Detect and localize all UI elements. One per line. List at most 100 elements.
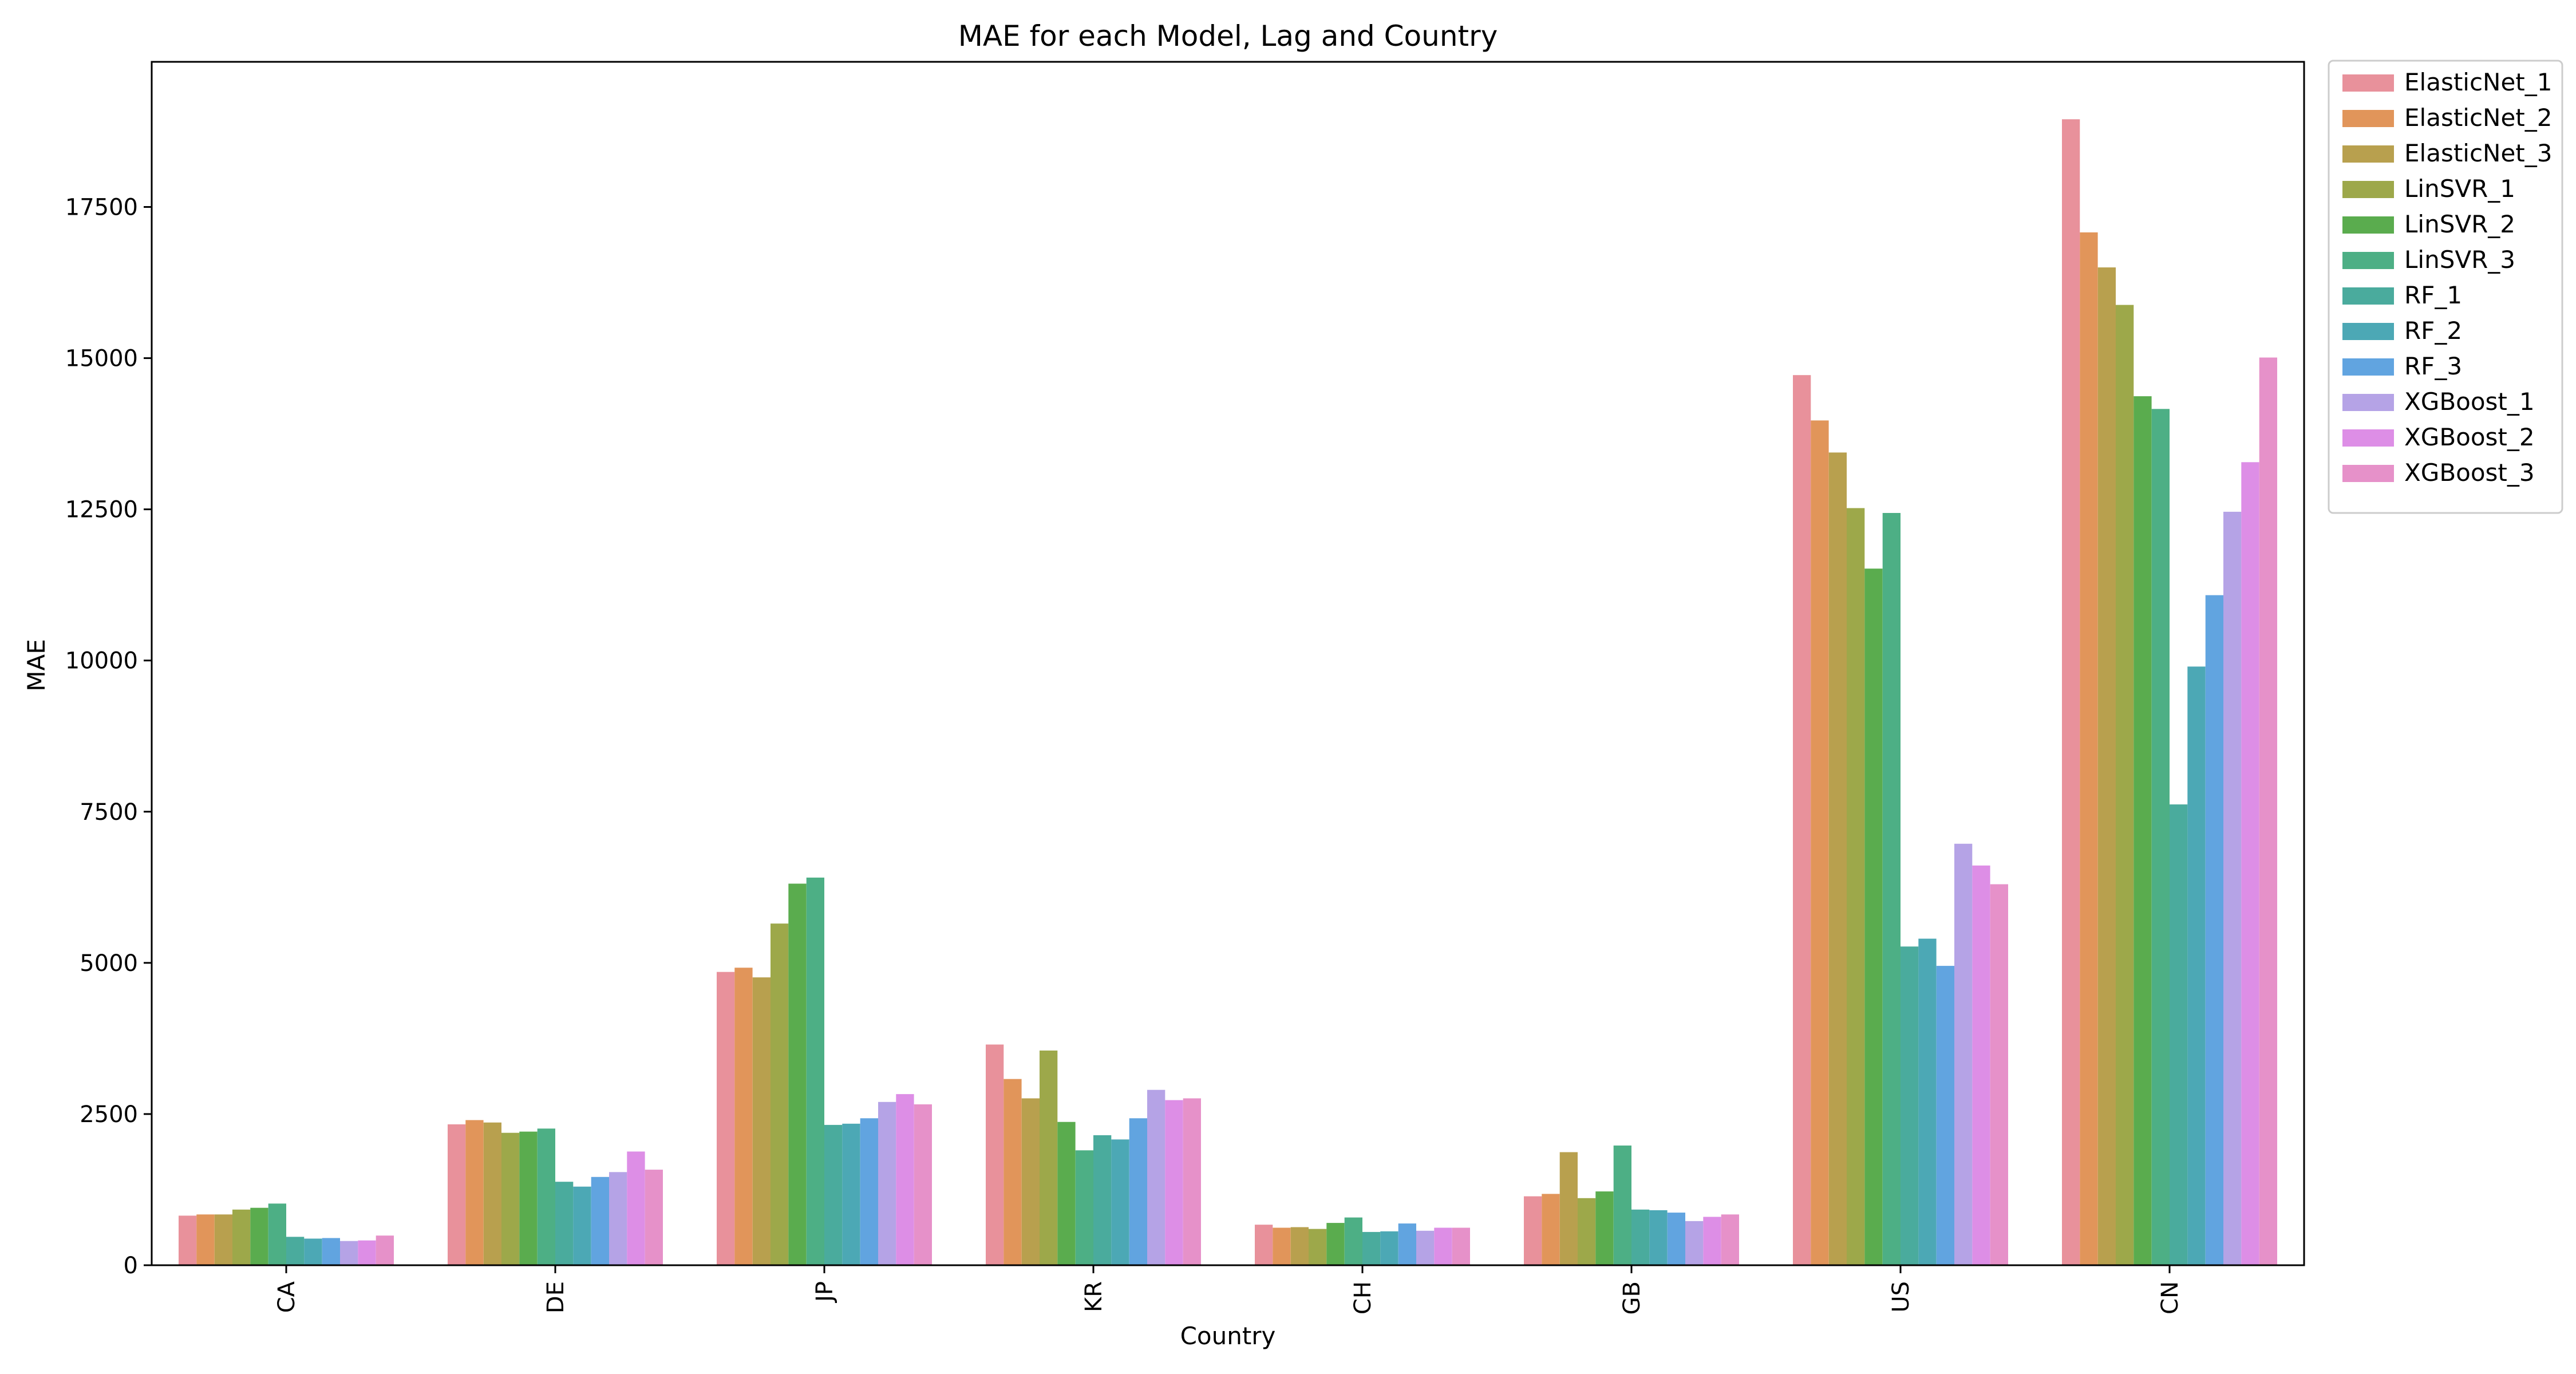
bar-ElasticNet_3-CN — [2097, 267, 2116, 1266]
bar-RF_1-JP — [824, 1124, 843, 1265]
bar-RF_3-JP — [860, 1118, 878, 1265]
bar-RF_3-US — [1936, 966, 1954, 1265]
bar-RF_1-CH — [1362, 1231, 1381, 1265]
legend-label-RF_1: RF_1 — [2404, 281, 2462, 309]
bar-RF_2-DE — [573, 1186, 591, 1265]
legend-label-RF_2: RF_2 — [2404, 317, 2462, 345]
bar-LinSVR_3-JP — [806, 877, 824, 1265]
legend-label-ElasticNet_3: ElasticNet_3 — [2404, 139, 2553, 167]
bar-ElasticNet_1-CH — [1255, 1225, 1273, 1265]
legend: ElasticNet_1 ElasticNet_2 ElasticNet_3 LinS… — [2328, 60, 2563, 514]
legend-label-LinSVR_3: LinSVR_3 — [2404, 246, 2515, 274]
bar-LinSVR_2-KR — [1057, 1122, 1076, 1265]
bar-XGBoost_2-US — [1972, 865, 1990, 1265]
bar-LinSVR_2-GB — [1595, 1191, 1614, 1265]
bar-RF_3-CH — [1398, 1223, 1416, 1265]
bar-ElasticNet_1-CA — [179, 1215, 197, 1265]
bar-RF_3-GB — [1667, 1213, 1685, 1265]
bar-XGBoost_2-JP — [896, 1094, 914, 1265]
bar-RF_2-CN — [2187, 666, 2206, 1265]
bar-XGBoost_1-CA — [340, 1241, 358, 1265]
bar-XGBoost_2-CA — [358, 1240, 376, 1265]
x-tick-label-DE: DE — [543, 1281, 569, 1313]
bar-LinSVR_3-KR — [1075, 1150, 1093, 1265]
bar-XGBoost_2-DE — [627, 1151, 645, 1265]
bar-XGBoost_3-GB — [1721, 1214, 1739, 1265]
bar-ElasticNet_3-GB — [1559, 1152, 1578, 1265]
x-tick-label-CA: CA — [274, 1281, 300, 1313]
bar-RF_1-CN — [2170, 804, 2188, 1265]
x-tick-label-CN: CN — [2157, 1281, 2183, 1314]
y-tick-label: 17500 — [65, 195, 138, 221]
legend-swatch-RF_2 — [2342, 323, 2394, 340]
bar-ElasticNet_3-JP — [752, 977, 771, 1265]
bar-XGBoost_2-CH — [1434, 1227, 1452, 1265]
bar-ElasticNet_2-CA — [196, 1214, 215, 1265]
bars-layer — [179, 119, 2277, 1266]
legend-swatch-LinSVR_1 — [2342, 181, 2394, 198]
bar-RF_2-JP — [842, 1123, 860, 1265]
bar-LinSVR_2-US — [1864, 568, 1883, 1266]
bar-XGBoost_2-GB — [1703, 1217, 1721, 1265]
bar-XGBoost_1-US — [1954, 843, 1973, 1265]
bar-XGBoost_3-DE — [645, 1170, 663, 1265]
bar-LinSVR_1-GB — [1578, 1198, 1596, 1265]
bar-XGBoost_1-JP — [878, 1101, 896, 1265]
plot-frame — [151, 61, 2305, 1266]
bar-LinSVR_1-JP — [771, 923, 789, 1265]
bar-RF_2-CA — [304, 1238, 322, 1265]
legend-swatch-LinSVR_3 — [2342, 252, 2394, 269]
bar-ElasticNet_3-CA — [214, 1214, 232, 1265]
bar-LinSVR_2-CA — [250, 1207, 268, 1265]
bar-RF_3-DE — [591, 1176, 609, 1265]
x-tick-label-JP: JP — [812, 1281, 838, 1304]
bar-ElasticNet_2-CN — [2080, 232, 2098, 1265]
y-tick-label: 0 — [124, 1253, 138, 1279]
bar-RF_1-US — [1901, 946, 1919, 1265]
legend-swatch-ElasticNet_2 — [2342, 110, 2394, 127]
bar-XGBoost_1-DE — [609, 1172, 627, 1265]
bar-XGBoost_3-KR — [1183, 1098, 1201, 1265]
bar-LinSVR_2-CH — [1326, 1223, 1345, 1265]
bar-LinSVR_3-US — [1882, 513, 1901, 1265]
bar-RF_2-KR — [1111, 1139, 1129, 1265]
bar-XGBoost_2-CN — [2241, 462, 2259, 1265]
bar-LinSVR_2-DE — [519, 1131, 538, 1265]
y-tick-label: 5000 — [80, 950, 138, 977]
bar-LinSVR_1-CA — [232, 1209, 251, 1265]
bar-ElasticNet_1-KR — [986, 1044, 1004, 1265]
bar-XGBoost_1-CH — [1416, 1230, 1435, 1265]
bar-RF_1-KR — [1093, 1135, 1112, 1265]
bar-LinSVR_1-KR — [1040, 1051, 1058, 1265]
x-tick-label-US: US — [1888, 1281, 1914, 1313]
legend-label-LinSVR_1: LinSVR_1 — [2404, 175, 2515, 203]
bar-RF_1-GB — [1631, 1209, 1650, 1265]
y-tick-label: 15000 — [65, 346, 138, 372]
y-tick-label: 2500 — [80, 1101, 138, 1128]
bar-RF_3-CA — [322, 1238, 340, 1265]
y-tick-label: 12500 — [65, 497, 138, 523]
bar-XGBoost_3-CH — [1452, 1227, 1470, 1265]
legend-swatch-RF_3 — [2342, 358, 2394, 376]
bar-XGBoost_3-CA — [376, 1235, 394, 1265]
bar-ElasticNet_2-DE — [465, 1120, 484, 1265]
bar-XGBoost_2-KR — [1165, 1100, 1183, 1265]
bar-ElasticNet_1-DE — [448, 1124, 466, 1265]
bar-LinSVR_3-CN — [2151, 409, 2170, 1265]
bar-ElasticNet_1-US — [1793, 375, 1811, 1266]
bar-RF_2-GB — [1649, 1210, 1668, 1265]
legend-label-XGBoost_3: XGBoost_3 — [2404, 459, 2535, 487]
legend-swatch-XGBoost_1 — [2342, 394, 2394, 411]
bar-ElasticNet_3-CH — [1290, 1227, 1309, 1265]
legend-label-RF_3: RF_3 — [2404, 352, 2462, 380]
y-tick-label: 10000 — [65, 648, 138, 674]
bar-XGBoost_1-CN — [2223, 511, 2242, 1265]
bar-ElasticNet_3-KR — [1021, 1098, 1040, 1265]
bar-LinSVR_3-CA — [268, 1203, 286, 1265]
bar-XGBoost_3-CN — [2259, 357, 2277, 1265]
bar-RF_3-CN — [2205, 595, 2223, 1265]
bar-LinSVR_2-CN — [2134, 396, 2152, 1265]
chart-title: MAE for each Model, Lag and Country — [958, 19, 1498, 53]
legend-label-XGBoost_1: XGBoost_1 — [2404, 388, 2535, 416]
